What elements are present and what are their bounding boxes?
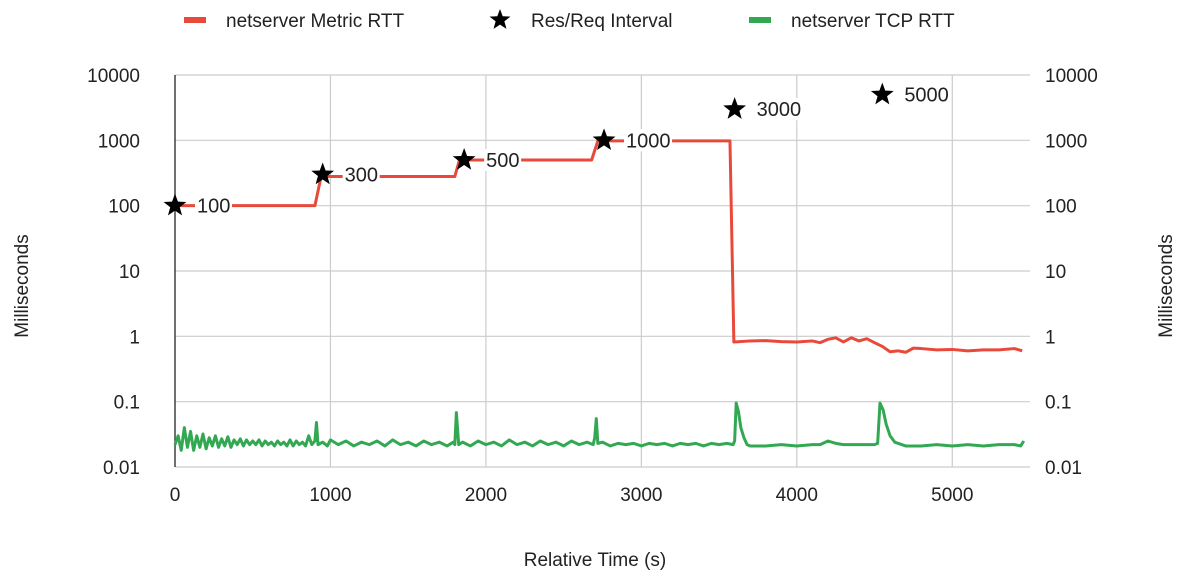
- y-tick-label-right: 0.01: [1045, 458, 1082, 479]
- data-label-background: [624, 129, 673, 152]
- legend-swatch-tcp-rtt: [749, 17, 771, 23]
- series-line-metric-rtt: [175, 139, 1023, 354]
- legend-item-metric-rtt[interactable]: netserver Metric RTT: [184, 11, 404, 32]
- star-marker-icon: [311, 162, 335, 185]
- data-label-background: [754, 98, 803, 121]
- x-tick-label: 2000: [465, 485, 507, 506]
- legend-item-tcp-rtt[interactable]: netserver TCP RTT: [749, 11, 955, 32]
- x-tick-label: 0: [170, 485, 181, 506]
- star-marker-icon: [163, 193, 187, 216]
- data-label-background: [902, 83, 951, 106]
- star-marker-icon: [723, 97, 747, 119]
- y-tick-label-right: 10: [1045, 262, 1066, 283]
- legend-label-res-req-interval: Res/Req Interval: [531, 11, 673, 32]
- legend-item-res-req-interval[interactable]: Res/Req Interval: [489, 9, 673, 32]
- data-label-res-req-interval: 500: [486, 150, 519, 172]
- data-label-res-req-interval: 100: [197, 196, 230, 218]
- legend-star-icon: [489, 9, 511, 29]
- legend-label-tcp-rtt: netserver TCP RTT: [791, 11, 955, 32]
- legend-swatch-metric-rtt: [184, 17, 206, 23]
- x-tick-label: 4000: [776, 485, 818, 506]
- series-layer: 100 300 500 1000 3000 5000: [163, 82, 1026, 452]
- data-label-background: [342, 163, 380, 186]
- y-tick-label-right: 100: [1045, 197, 1077, 218]
- x-tick-label: 3000: [620, 485, 662, 506]
- y-tick-label-right: 10000: [1045, 66, 1098, 87]
- star-marker-icon: [592, 128, 616, 151]
- star-marker-icon: [870, 82, 894, 105]
- data-label-res-req-interval: 300: [345, 164, 378, 186]
- y-tick-label-left: 0.1: [114, 393, 140, 414]
- y-axis-title-right: Milliseconds: [1156, 234, 1177, 337]
- data-label-res-req-interval: 5000: [904, 85, 949, 107]
- y-axis-title-left: Milliseconds: [12, 234, 33, 337]
- data-label-background: [484, 149, 522, 172]
- grid: [174, 74, 1030, 468]
- y-tick-label-right: 1000: [1045, 131, 1087, 152]
- series-line-tcp-rtt: [173, 401, 1026, 452]
- y-tick-label-right: 0.1: [1045, 393, 1071, 414]
- y-tick-label-right: 1: [1045, 327, 1056, 348]
- y-tick-label-left: 1000: [98, 131, 140, 152]
- y-tick-label-left: 1: [129, 327, 140, 348]
- x-tick-label: 5000: [931, 485, 973, 506]
- y-tick-label-left: 0.01: [103, 458, 140, 479]
- data-label-res-req-interval: 3000: [757, 99, 802, 121]
- data-label-background: [195, 194, 232, 217]
- star-marker-icon: [452, 148, 476, 170]
- x-tick-label: 1000: [309, 485, 351, 506]
- x-axis-title: Relative Time (s): [524, 550, 667, 571]
- legend: netserver Metric RTT Res/Req Interval ne…: [184, 9, 955, 32]
- y-tick-label-left: 100: [108, 197, 140, 218]
- y-tick-label-left: 10: [119, 262, 140, 283]
- data-label-res-req-interval: 1000: [626, 130, 671, 152]
- y-tick-label-left: 10000: [87, 66, 140, 87]
- legend-label-metric-rtt: netserver Metric RTT: [226, 11, 404, 32]
